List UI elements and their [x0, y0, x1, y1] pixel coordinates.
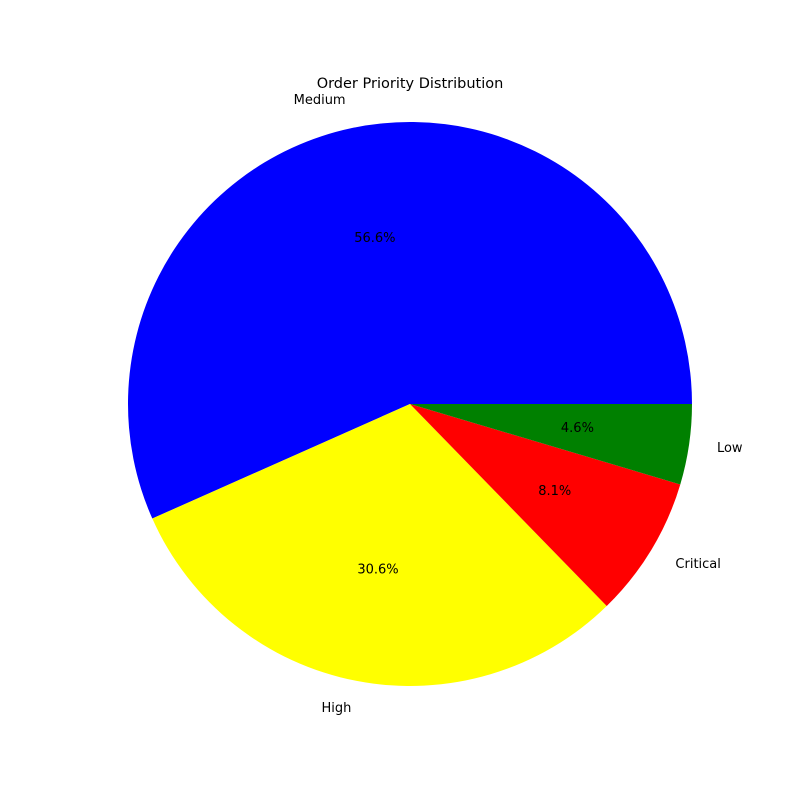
pie-slice-low — [410, 404, 692, 485]
slice-percent-high: 30.6% — [357, 563, 398, 578]
slice-label-critical: Critical — [675, 557, 720, 572]
slice-label-medium: Medium — [294, 93, 346, 108]
pie-slices — [127, 121, 692, 686]
chart-title: Order Priority Distribution — [317, 76, 504, 92]
pie-labels: 56.6% Medium 30.6% High 8.1% Critical 4.6% Low — [294, 93, 743, 716]
pie-slice-critical — [410, 404, 681, 607]
slice-percent-critical: 8.1% — [538, 484, 571, 499]
pie-slice-high — [152, 404, 607, 686]
slice-label-high: High — [321, 701, 351, 716]
slice-percent-low: 4.6% — [561, 421, 594, 436]
slice-label-low: Low — [717, 441, 743, 456]
slice-percent-medium: 56.6% — [354, 231, 395, 246]
pie-slice-medium — [127, 121, 692, 519]
